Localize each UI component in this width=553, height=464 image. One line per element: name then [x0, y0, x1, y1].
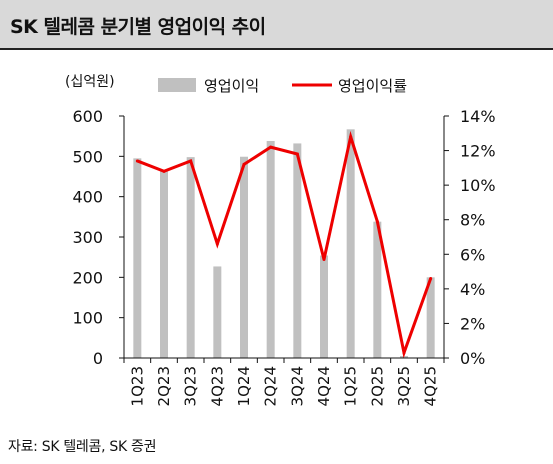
bar [266, 141, 275, 358]
margin-line [136, 130, 433, 359]
line-series [135, 130, 433, 359]
x-tick-label: 3Q24 [288, 366, 306, 406]
x-tick-label: 1Q24 [235, 366, 253, 406]
line-point [429, 276, 433, 280]
title-bar: SK 텔레콤 분기별 영업이익 추이 [0, 0, 553, 50]
legend-label-operating-profit: 영업이익 [204, 77, 259, 95]
x-tick-label: 1Q25 [342, 366, 360, 406]
left-tick-label: 0 [93, 349, 103, 368]
x-tick-label: 2Q23 [155, 366, 173, 406]
right-tick-label: 2% [460, 314, 485, 333]
right-tick-label: 12% [460, 142, 496, 161]
right-tick-label: 8% [460, 211, 485, 230]
left-tick-label: 300 [72, 228, 103, 247]
line-point [349, 135, 353, 139]
line-point [269, 145, 273, 149]
right-axis: 0% 2% 4% 6% 8% 10% 12% 14% [444, 107, 496, 368]
line-point [242, 162, 246, 166]
bar [240, 156, 248, 358]
left-axis: 0 100 200 300 400 500 600 [72, 107, 124, 368]
line-point [135, 159, 139, 163]
chart-title: SK 텔레콤 분기별 영업이익 추이 [10, 16, 266, 38]
line-point [162, 169, 166, 173]
x-axis: 1Q23 2Q23 3Q23 4Q23 1Q24 2Q24 3Q24 4Q24 1Q25 2Q25… [123, 358, 445, 406]
right-tick-label: 6% [460, 245, 485, 264]
left-tick-label: 500 [72, 147, 103, 166]
bar [160, 171, 168, 358]
x-tick-label: 2Q25 [368, 366, 386, 406]
right-tick-label: 0% [460, 349, 485, 368]
legend-label-operating-margin: 영업이익률 [338, 77, 407, 95]
left-tick-label: 600 [72, 107, 103, 126]
line-point [189, 159, 193, 163]
right-tick-label: 14% [460, 107, 496, 126]
x-tick-label: 4Q25 [422, 366, 440, 406]
x-tick-label: 3Q25 [395, 366, 413, 406]
line-point [322, 257, 326, 261]
legend-bar-swatch [158, 78, 196, 92]
left-axis-unit-label: (십억원) [65, 74, 115, 90]
right-tick-label: 4% [460, 280, 485, 299]
source-note: 자료: SK 텔레콤, SK 증권 [8, 439, 157, 455]
bar [320, 255, 328, 358]
line-point [402, 351, 406, 355]
left-tick-label: 100 [72, 309, 103, 328]
bar [373, 221, 382, 358]
right-tick-label: 10% [460, 176, 496, 195]
bar [213, 266, 222, 358]
line-point [215, 242, 219, 246]
legend: 영업이익 영업이익률 [158, 77, 407, 95]
bar [293, 143, 302, 358]
bar [346, 129, 355, 358]
bar [186, 157, 195, 358]
line-point [375, 219, 379, 223]
chart: (십억원) 영업이익 영업이익률 0 100 200 300 400 500 600 0% 2… [65, 74, 496, 406]
bar-series [133, 129, 435, 358]
line-point [295, 152, 299, 156]
x-tick-label: 4Q24 [315, 366, 333, 406]
x-tick-label: 4Q23 [208, 366, 226, 406]
x-tick-label: 3Q23 [182, 366, 200, 406]
x-tick-label: 1Q23 [128, 366, 146, 406]
x-tick-label: 2Q24 [262, 366, 280, 406]
bar [426, 277, 435, 358]
left-tick-label: 200 [72, 268, 103, 287]
bar [133, 158, 142, 358]
left-tick-label: 400 [72, 188, 103, 207]
